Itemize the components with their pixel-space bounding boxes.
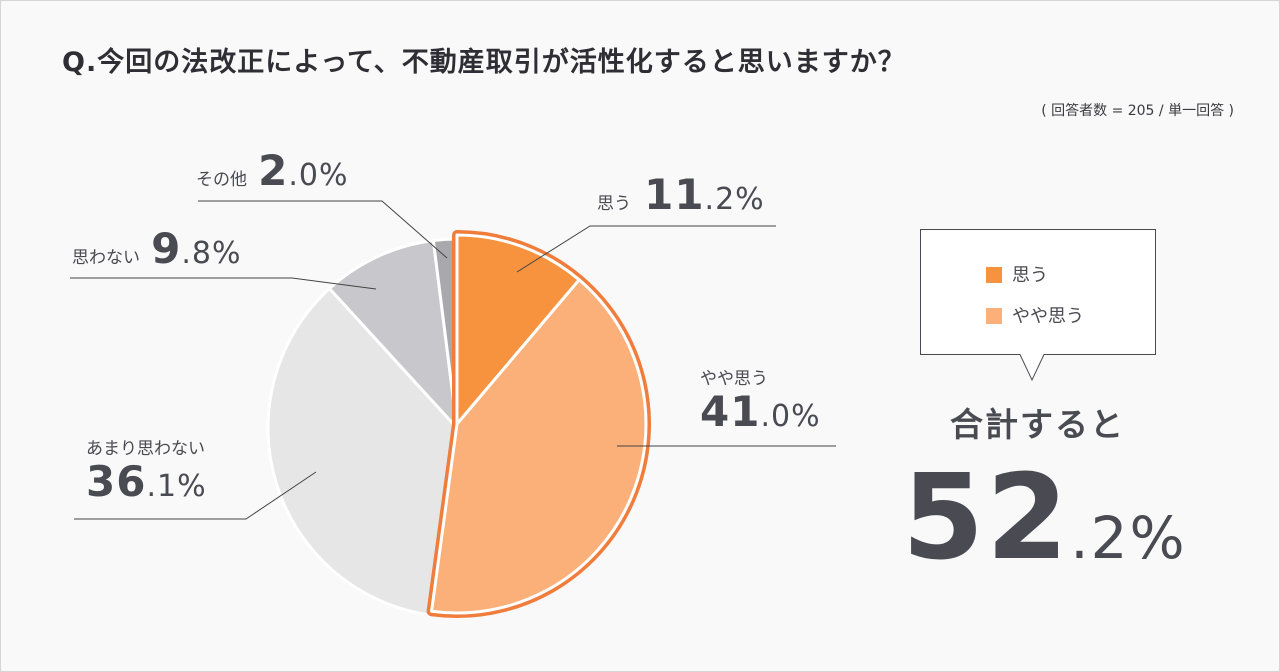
label-omowanai-name: 思わない	[72, 248, 140, 268]
label-omou: 思う 11.2%	[597, 170, 765, 219]
label-amari-dec: .1%	[146, 469, 207, 504]
leader-amari	[74, 471, 317, 520]
total-label: 合計すると	[950, 405, 1125, 444]
leader-sonota	[198, 200, 448, 259]
label-yaya-omou: やや思う 41.0%	[700, 364, 821, 436]
label-yaya-omou-int: 41	[700, 387, 761, 436]
legend-label-yaya-omou: やや思う	[1012, 306, 1084, 327]
chart-title: Q.今回の法改正によって、不動産取引が活性化すると思いますか？	[62, 47, 906, 78]
label-yaya-omou-name: やや思う	[700, 369, 768, 389]
label-sonota-name: その他	[196, 170, 247, 190]
legend-item-omou: 思う	[986, 261, 1048, 287]
label-omowanai-dec: .8%	[181, 236, 242, 271]
legend-label-omou: 思う	[1012, 265, 1048, 286]
leader-omou	[516, 225, 776, 273]
label-sonota-dec: .0%	[288, 158, 349, 193]
label-amari: あまり思わない 36.1%	[86, 434, 207, 506]
label-amari-int: 36	[86, 457, 147, 506]
respondent-note: ( 回答者数 = 205 / 単一回答 )	[1041, 103, 1234, 119]
legend-callout-frame	[920, 229, 1156, 382]
legend-item-yaya-omou: やや思う	[986, 302, 1084, 328]
label-omowanai: 思わない 9.8%	[72, 224, 241, 273]
legend-box: 思う やや思う	[920, 229, 1156, 382]
label-sonota-int: 2	[258, 146, 289, 195]
total-value-dec: .2%	[1070, 504, 1187, 572]
label-omou-name: 思う	[597, 194, 631, 214]
legend-swatch-omou	[986, 267, 1002, 283]
label-yaya-omou-dec: .0%	[760, 399, 821, 434]
leader-omowanai	[70, 277, 377, 290]
label-amari-name: あまり思わない	[86, 439, 205, 459]
slice-omou	[455, 233, 581, 426]
slice-yaya-omou	[430, 278, 648, 615]
total-value-int: 52	[902, 448, 1071, 586]
total-value: 52.2%	[902, 448, 1187, 586]
label-omou-dec: .2%	[704, 182, 765, 217]
label-sonota: その他 2.0%	[196, 146, 348, 195]
label-omowanai-int: 9	[151, 224, 182, 273]
legend-swatch-yaya-omou	[986, 308, 1002, 324]
slice-amari	[266, 287, 459, 617]
label-omou-int: 11	[644, 170, 705, 219]
